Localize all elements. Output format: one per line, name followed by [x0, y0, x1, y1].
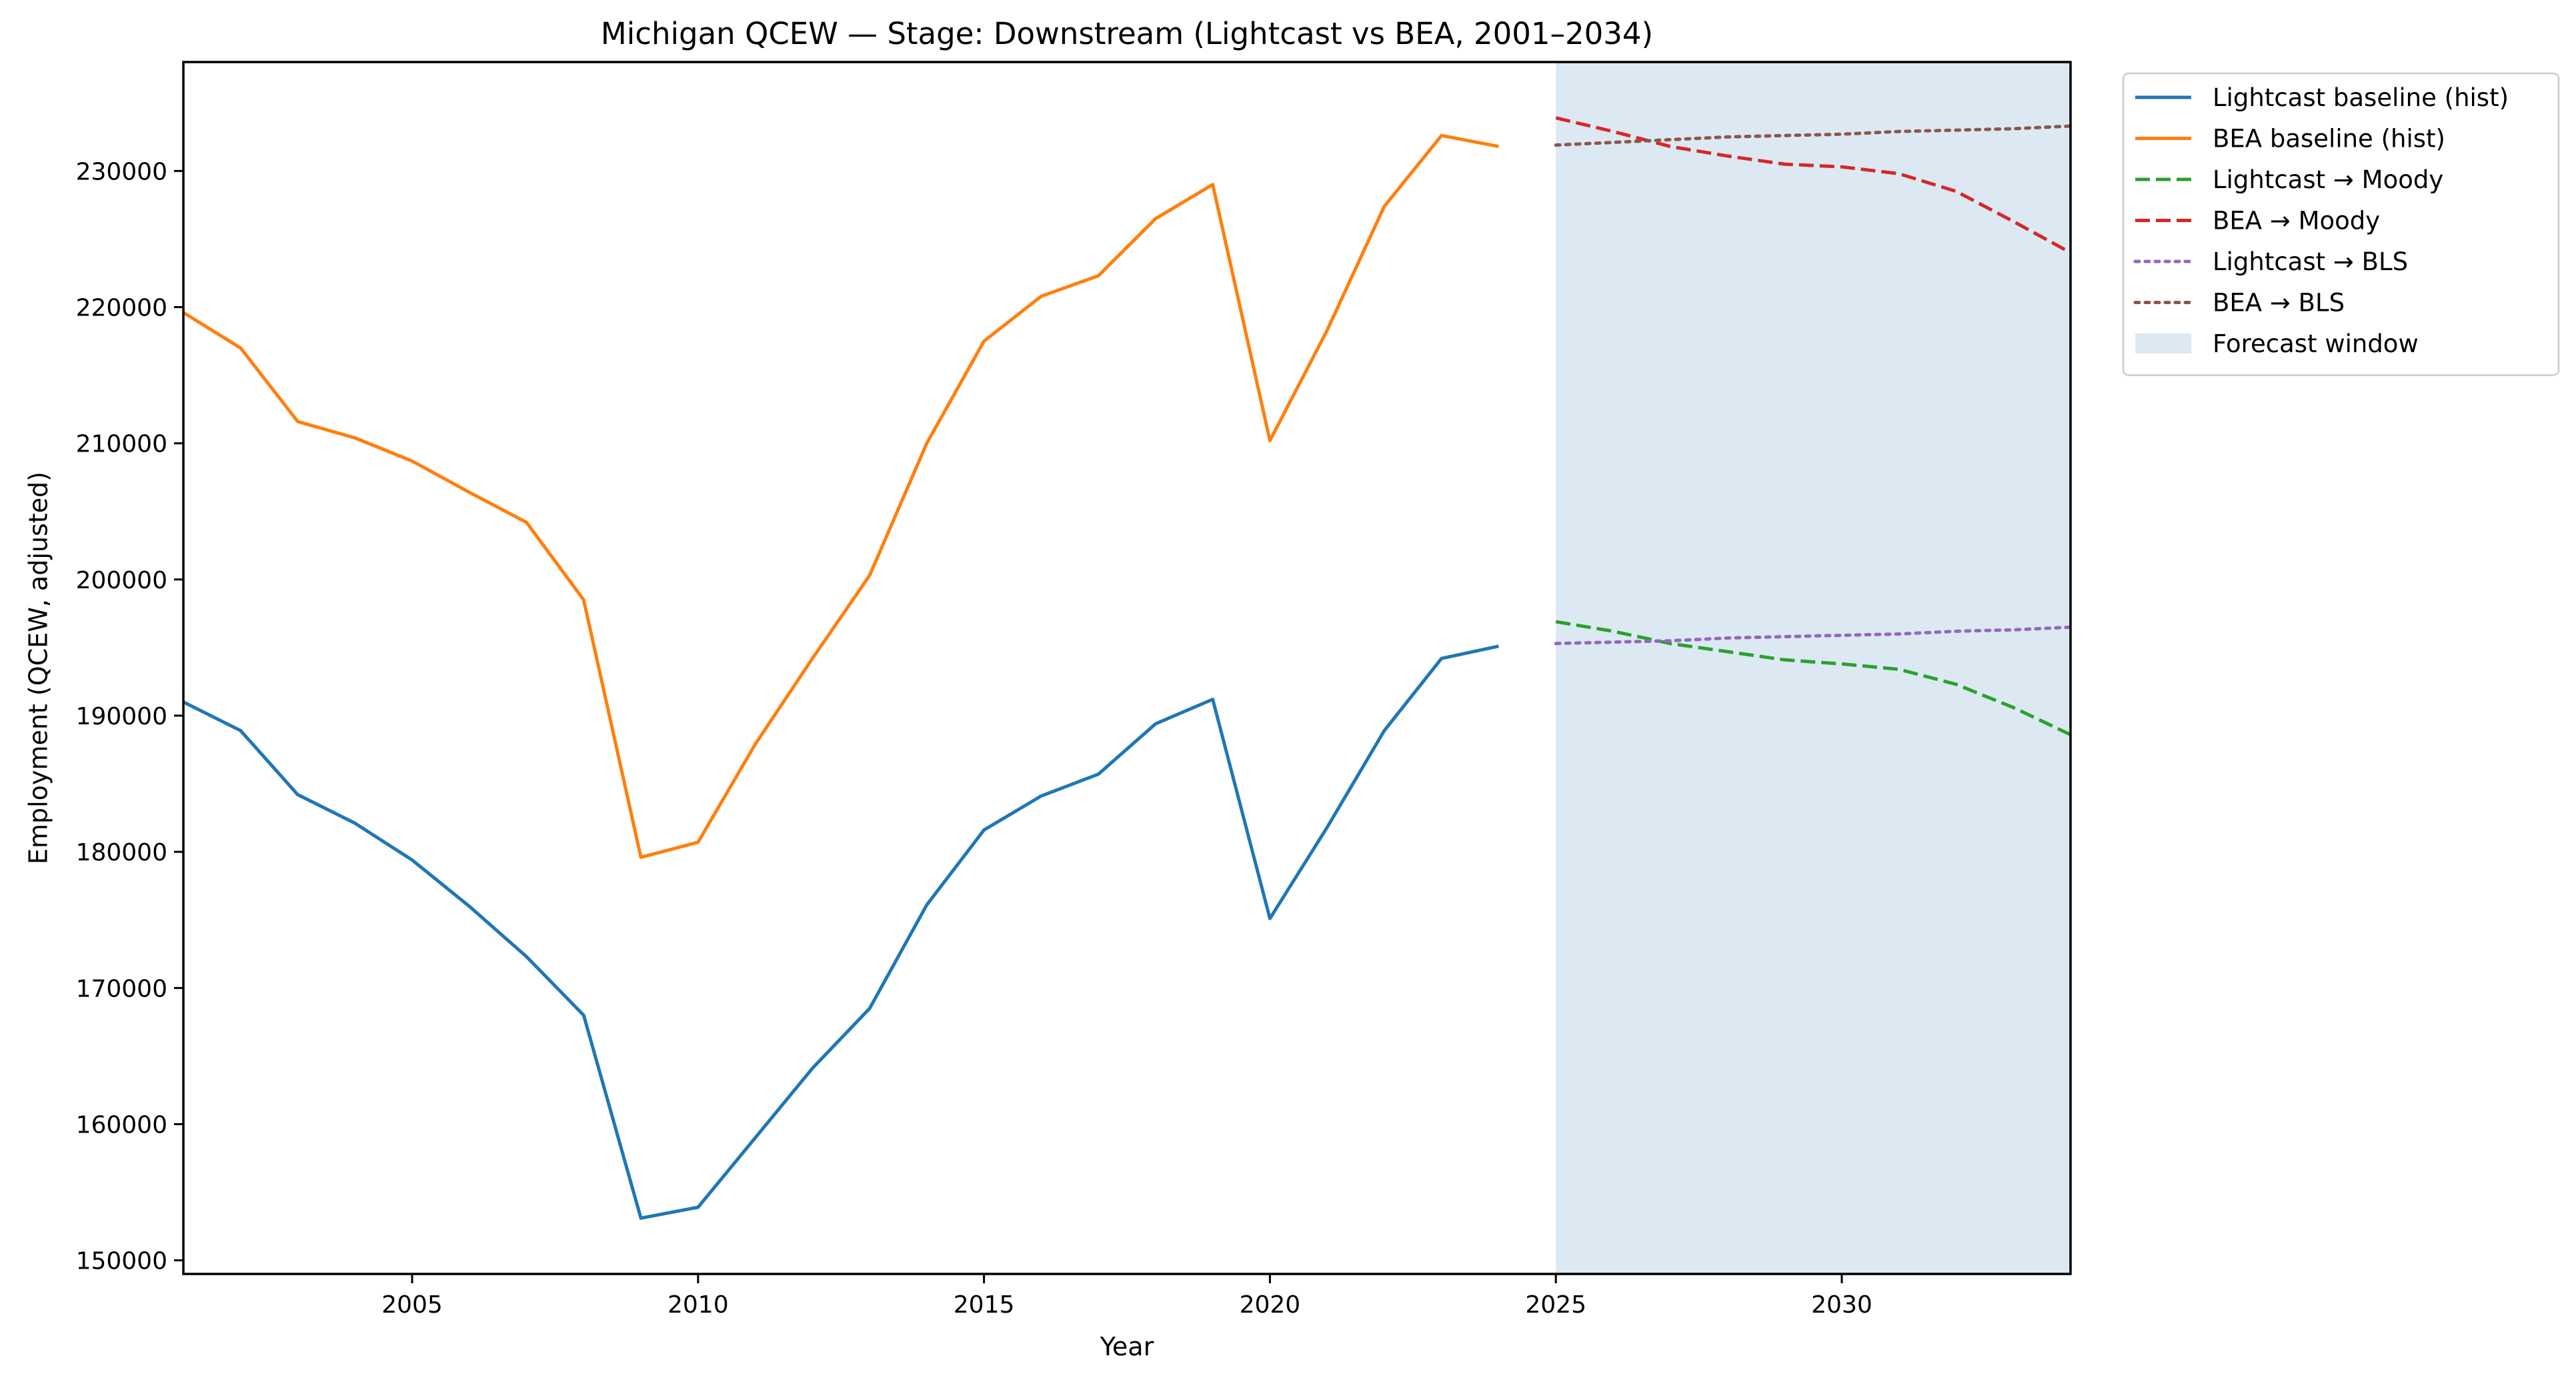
legend-box — [2122, 72, 2560, 376]
plot-area — [183, 62, 2071, 1274]
y-axis-label: Employment (QCEW, adjusted) — [24, 472, 53, 864]
x-axis-label: Year — [1100, 1332, 1154, 1361]
y-tick-label: 170000 — [76, 975, 167, 1002]
y-tick-label: 180000 — [76, 839, 167, 866]
y-tick-label: 210000 — [76, 431, 167, 458]
plot-frame — [182, 61, 2072, 1275]
series-line-5 — [1554, 625, 2071, 646]
legend-label: Lightcast baseline (hist) — [2213, 83, 2509, 112]
legend-label: BEA baseline (hist) — [2213, 125, 2445, 153]
legend-label: Forecast window — [2213, 329, 2419, 358]
series-line-2 — [183, 133, 1499, 859]
y-tick-label: 220000 — [76, 294, 167, 321]
chart-title: Michigan QCEW — Stage: Downstream (Light… — [601, 16, 1653, 51]
y-tick-label: 230000 — [76, 158, 167, 185]
x-tick-label: 2015 — [954, 1291, 1015, 1319]
forecast-window-band — [1556, 62, 2071, 1274]
y-tick-label: 160000 — [76, 1111, 167, 1139]
y-tick-label: 150000 — [76, 1248, 167, 1275]
x-tick-label: 2005 — [381, 1291, 443, 1319]
legend-label: Lightcast → Moody — [2213, 165, 2443, 194]
y-tick-label: 200000 — [76, 567, 167, 594]
series-line-1 — [183, 644, 1499, 1220]
series-line-3 — [1555, 620, 2071, 736]
legend: Lightcast baseline (hist) BEA baseline (h… — [2122, 72, 2560, 376]
series-line-6 — [1554, 124, 2071, 147]
x-tick-label: 2010 — [668, 1291, 729, 1319]
x-tick-label: 2025 — [1525, 1291, 1586, 1319]
legend-label: BEA → Moody — [2213, 207, 2380, 235]
x-tick-label: 2020 — [1240, 1291, 1301, 1319]
series-line-4 — [1555, 116, 2071, 254]
legend-label: Lightcast → BLS — [2213, 247, 2408, 276]
legend-label: BEA → BLS — [2213, 289, 2345, 317]
y-tick-label: 190000 — [76, 703, 167, 730]
axes: 2005 2010 2015 2020 2025 2030 150000 160000 1700… — [76, 158, 1872, 1319]
legend-swatch — [2135, 333, 2191, 354]
x-tick-label: 2030 — [1811, 1291, 1872, 1319]
